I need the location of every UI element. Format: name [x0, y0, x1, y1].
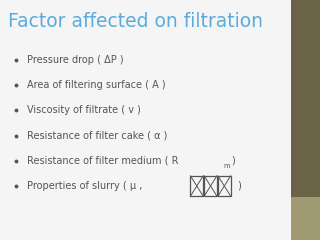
Text: m: m — [224, 163, 230, 169]
Bar — [218, 176, 231, 196]
Text: Pressure drop ( ΔP ): Pressure drop ( ΔP ) — [27, 55, 124, 65]
Text: Resistance of filter cake ( α ): Resistance of filter cake ( α ) — [27, 131, 168, 141]
Text: Factor affected on filtration: Factor affected on filtration — [8, 12, 263, 31]
Text: Viscosity of filtrate ( v ): Viscosity of filtrate ( v ) — [27, 105, 141, 115]
Text: Area of filtering surface ( A ): Area of filtering surface ( A ) — [27, 80, 166, 90]
Text: Properties of slurry ( μ ,: Properties of slurry ( μ , — [27, 181, 143, 191]
Bar — [190, 176, 203, 196]
Bar — [204, 176, 217, 196]
Text: ): ) — [235, 181, 242, 191]
Text: Resistance of filter medium ( R: Resistance of filter medium ( R — [27, 156, 179, 166]
Text: ): ) — [232, 156, 236, 166]
